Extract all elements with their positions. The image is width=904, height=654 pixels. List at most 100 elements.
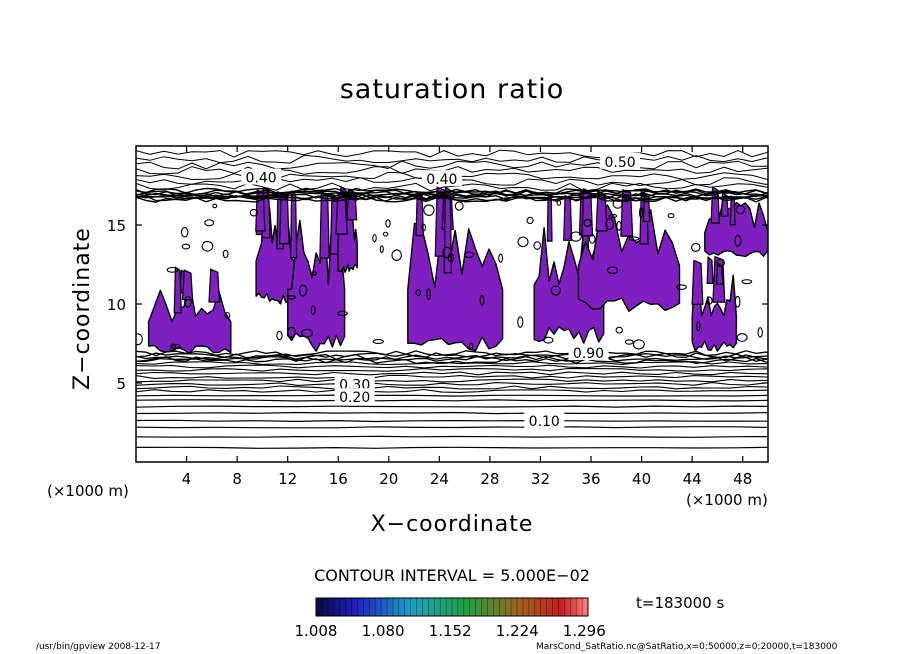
- contour-loop: [184, 295, 192, 308]
- contour-loop: [550, 285, 561, 296]
- x-tick-label: 48: [733, 470, 752, 488]
- contour-loop: [224, 312, 231, 319]
- contour-line: [136, 364, 768, 369]
- contour-loop: [676, 284, 687, 290]
- x-unit-label: (×1000 m): [686, 491, 768, 509]
- contour-loop: [696, 321, 701, 332]
- supersaturated-streak: [706, 256, 714, 284]
- contour-loop: [517, 236, 529, 248]
- contour-loop: [372, 338, 384, 345]
- supersaturated-streak: [595, 190, 608, 232]
- colorbar-tick-label: 1.296: [562, 622, 606, 640]
- supersaturated-streak: [319, 190, 330, 259]
- x-axis-label: X−coordinate: [370, 512, 534, 537]
- contour-loop: [517, 316, 524, 328]
- supersaturated-streak: [546, 192, 553, 242]
- contour-loop: [222, 249, 229, 259]
- contour-line: [136, 357, 768, 365]
- contour-line: [136, 187, 768, 194]
- contour-line: [136, 367, 768, 372]
- colorbar: [315, 597, 589, 617]
- contour-loop: [736, 333, 748, 342]
- contour-loop: [442, 246, 452, 259]
- contour-loop: [180, 227, 189, 238]
- footer-right-text: MarsCond_SatRatio.nc@SatRatio,x=0:50000,…: [536, 642, 838, 652]
- contour-loop: [310, 305, 316, 316]
- colorbar-tick-label: 1.224: [495, 622, 539, 640]
- contour-loop: [608, 213, 618, 219]
- supersaturated-streak: [208, 268, 221, 303]
- supersaturated-region: [691, 268, 738, 352]
- contour-line: [136, 385, 768, 390]
- contour-loop: [606, 266, 619, 275]
- contour-line: [136, 378, 768, 383]
- contour-label-bg: [334, 375, 375, 392]
- colorbar-tick-label: 1.008: [294, 622, 338, 640]
- contour-line: [136, 188, 768, 196]
- x-tick-label: 44: [683, 470, 702, 488]
- chart-title: saturation ratio: [339, 74, 565, 105]
- contour-line: [136, 399, 768, 402]
- contour-label: 0.10: [529, 414, 560, 430]
- contour-label: 0.20: [339, 390, 370, 406]
- time-label: t=183000 s: [636, 594, 725, 612]
- contour-loop: [171, 343, 182, 350]
- contour-line: [136, 371, 768, 376]
- contour-label-bg: [421, 170, 462, 187]
- contour-label: 0.50: [605, 155, 636, 171]
- contour-loop: [379, 245, 384, 254]
- contour-loop: [181, 243, 191, 250]
- contour-label-bg: [524, 411, 565, 428]
- contour-loop: [706, 296, 713, 305]
- supersaturated-streak: [563, 194, 573, 241]
- supersaturated-streak: [173, 266, 182, 314]
- contour-loop: [624, 339, 634, 345]
- contour-line: [136, 426, 768, 429]
- contour-loop: [479, 294, 485, 306]
- footer-left-text: /usr/bin/gpview 2008-12-17: [36, 642, 161, 652]
- contour-line: [136, 374, 768, 379]
- x-tick-label: 28: [480, 470, 499, 488]
- contour-line: [136, 149, 768, 159]
- x-tick-label: 16: [329, 470, 348, 488]
- contour-label-bg: [334, 388, 375, 405]
- y-tick-label: 5: [116, 375, 126, 393]
- colorbar-tick-label: 1.080: [361, 622, 405, 640]
- contour-loop: [204, 219, 215, 227]
- contour-loop: [583, 218, 592, 227]
- contour-loop: [735, 205, 746, 215]
- contour-loop: [385, 219, 391, 228]
- contour-loop: [298, 284, 308, 297]
- contour-loop: [615, 326, 623, 334]
- contour-line: [136, 350, 768, 357]
- contour-label: 0.40: [246, 171, 277, 187]
- contour-line: [136, 405, 768, 408]
- contour-loop: [201, 240, 214, 252]
- contour-line: [136, 352, 768, 359]
- contour-line: [136, 394, 768, 397]
- contour-loop: [276, 330, 283, 341]
- contour-line: [136, 191, 768, 198]
- supersaturated-region: [577, 204, 681, 312]
- contour-loop: [757, 327, 763, 338]
- y-tick-label: 10: [107, 296, 126, 314]
- supersaturated-streak: [278, 192, 290, 245]
- contour-loop: [166, 266, 179, 273]
- contour-line: [136, 388, 768, 393]
- contour-loop: [543, 336, 554, 344]
- contour-loop: [212, 203, 218, 209]
- contour-loop: [468, 342, 474, 350]
- contour-loop: [612, 198, 623, 209]
- contour-line: [136, 353, 768, 361]
- contour-loop: [136, 333, 143, 346]
- contour-loop: [498, 253, 504, 263]
- contour-loop: [249, 208, 259, 217]
- contour-loop: [382, 231, 389, 237]
- contour-loop: [628, 236, 640, 241]
- supersaturated-streak: [691, 259, 704, 305]
- x-tick-label: 4: [182, 470, 192, 488]
- x-tick-label: 12: [278, 470, 297, 488]
- x-tick-label: 24: [430, 470, 449, 488]
- y-axis-label-container: Z−coordinate: [70, 220, 95, 390]
